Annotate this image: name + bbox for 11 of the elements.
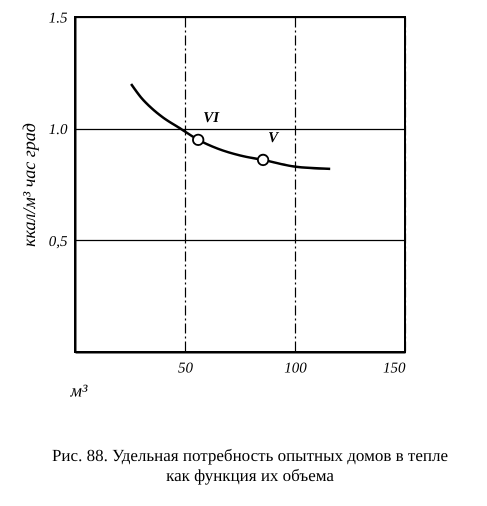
x-axis-title: м³ bbox=[70, 380, 88, 400]
x-tick-label: 100 bbox=[284, 360, 308, 376]
annotation: V bbox=[268, 130, 280, 146]
y-axis-title: ккал/м³ час град bbox=[18, 123, 39, 247]
x-tick-label: 150 bbox=[383, 360, 406, 376]
text: Рис. 88. Удельная потребность опытных домов в тепле как функция их объема bbox=[50, 446, 450, 487]
y-tick-label: 1.5 bbox=[48, 10, 68, 26]
y-tick-label: 0,5 bbox=[48, 234, 68, 250]
x-tick-label: 50 bbox=[178, 360, 194, 376]
annotation: VI bbox=[203, 110, 220, 126]
y-tick-label: 1.0 bbox=[48, 122, 68, 138]
